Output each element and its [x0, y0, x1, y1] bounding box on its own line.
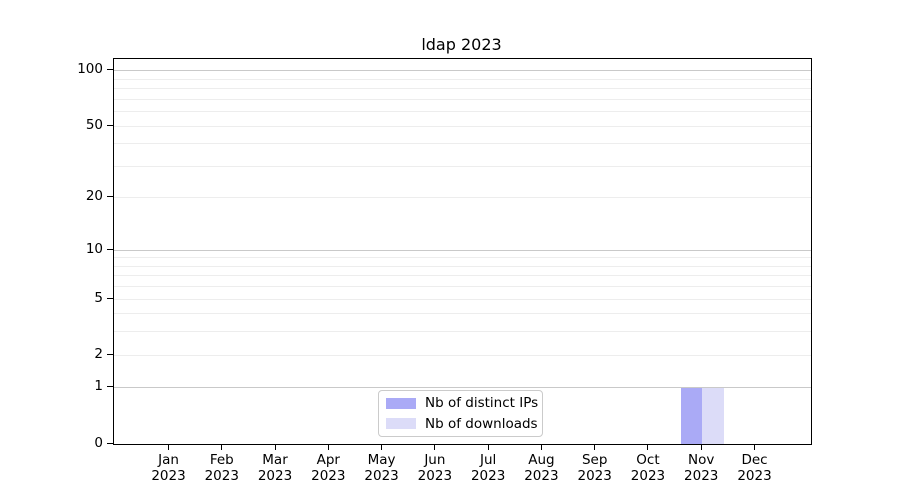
legend-swatch-downloads — [386, 418, 416, 430]
legend: Nb of distinct IPs Nb of downloads — [378, 390, 543, 437]
x-tick-mark — [274, 444, 276, 450]
x-tick-label: Jun 2023 — [417, 452, 453, 484]
y-tick-label: 5 — [94, 289, 103, 306]
x-tick-mark — [168, 444, 169, 450]
gridline-minor — [114, 143, 811, 145]
x-tick-mark — [487, 444, 489, 450]
y-tick-label: 50 — [85, 116, 103, 133]
y-tick-mark — [107, 248, 113, 250]
gridline-minor — [114, 98, 811, 100]
y-tick-label: 10 — [85, 240, 103, 257]
x-tick-mark — [434, 444, 436, 450]
legend-label-downloads: Nb of downloads — [425, 415, 538, 432]
gridline-minor — [114, 125, 811, 127]
x-tick-mark — [327, 444, 329, 450]
x-tick-mark — [700, 444, 702, 450]
x-tick-mark — [540, 444, 542, 450]
gridline-major — [114, 387, 811, 389]
legend-swatch-distinct-ips — [386, 397, 416, 409]
gridline-minor — [114, 197, 811, 199]
y-tick-mark — [107, 353, 113, 355]
y-tick-label: 100 — [77, 61, 103, 78]
x-tick-mark — [221, 444, 223, 450]
y-tick-mark — [107, 297, 113, 299]
bar-downloads-nov — [702, 387, 724, 444]
x-tick-mark — [754, 444, 755, 450]
x-tick-label: Jan 2023 — [151, 452, 186, 484]
x-tick-mark — [647, 444, 649, 450]
x-tick-label: Apr 2023 — [311, 452, 346, 484]
gridline-minor — [114, 331, 811, 333]
gridline-major — [114, 249, 811, 251]
gridline-minor — [114, 313, 811, 315]
gridline-minor — [114, 88, 811, 90]
gridline-minor — [114, 354, 811, 356]
y-tick-mark — [107, 196, 113, 198]
x-tick-mark — [594, 444, 596, 450]
bar-distinct-ips-nov — [680, 387, 703, 444]
gridline-minor — [114, 286, 811, 288]
y-tick-label: 20 — [85, 188, 103, 205]
x-tick-label: Aug 2023 — [524, 452, 559, 484]
legend-item-downloads: Nb of downloads — [386, 416, 542, 432]
x-tick-label: Feb 2023 — [204, 452, 239, 484]
x-tick-label: Sep 2023 — [577, 452, 612, 484]
x-tick-label: Jul 2023 — [470, 452, 506, 484]
gridline-minor — [114, 257, 811, 259]
legend-label-distinct-ips: Nb of distinct IPs — [425, 395, 539, 412]
y-tick-mark — [107, 442, 113, 444]
y-tick-label: 2 — [94, 345, 103, 362]
legend-item-distinct-ips: Nb of distinct IPs — [386, 395, 542, 411]
gridline-minor — [114, 78, 811, 80]
gridline-minor — [114, 111, 811, 113]
x-tick-mark — [381, 444, 383, 450]
x-tick-label: May 2023 — [364, 452, 399, 484]
y-tick-mark — [107, 386, 113, 388]
y-tick-mark — [107, 124, 113, 126]
gridline-minor — [114, 298, 811, 300]
chart-title: ldap 2023 — [421, 35, 502, 54]
y-tick-label: 1 — [94, 378, 103, 395]
gridline-minor — [114, 275, 811, 277]
gridline-major — [114, 70, 811, 72]
y-tick-mark — [107, 69, 113, 71]
gridline-minor — [114, 265, 811, 267]
x-tick-label: Oct 2023 — [630, 452, 666, 484]
x-tick-label: Nov 2023 — [684, 452, 719, 484]
y-tick-label: 0 — [94, 434, 103, 451]
x-tick-label: Mar 2023 — [257, 452, 293, 484]
plot-area — [113, 58, 812, 445]
gridline-minor — [114, 165, 811, 167]
x-tick-label: Dec 2023 — [737, 452, 772, 484]
